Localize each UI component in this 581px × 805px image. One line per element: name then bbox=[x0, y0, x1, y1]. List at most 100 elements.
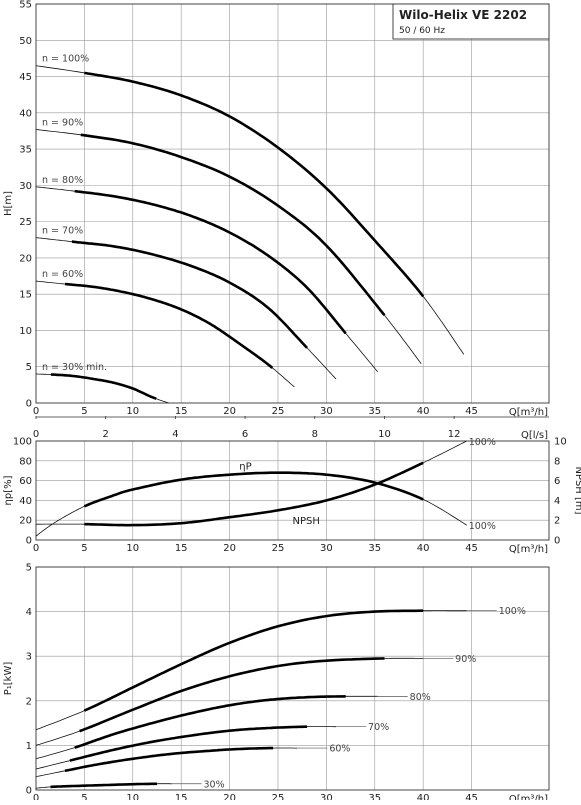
x-tick-label-2-4: 20 bbox=[223, 793, 236, 800]
x2-tick-label-3: 6 bbox=[242, 429, 248, 440]
x-tick-label-2-5: 25 bbox=[272, 793, 285, 800]
series-line-0-5-thin bbox=[36, 373, 169, 404]
series-line-0-4-duty bbox=[64, 282, 274, 369]
y-tick-label-0-8: 40 bbox=[19, 108, 32, 119]
series-line-2-1-duty bbox=[79, 657, 385, 733]
x-axis-label-2: Q[m³/h] bbox=[509, 794, 548, 800]
y-tick-label-0-11: 55 bbox=[19, 0, 32, 11]
y-tick-label-1-3: 60 bbox=[19, 476, 32, 487]
x-tick-label-2-2: 10 bbox=[126, 793, 139, 800]
head-chart: 0 5 10 15 20 25 30 35 40 450510152025303540455055… bbox=[3, 0, 550, 441]
series-label-1-0: ηP bbox=[239, 462, 251, 473]
series-label-0-5: n = 30% min. bbox=[42, 362, 107, 373]
series-line-2-4-duty bbox=[64, 746, 274, 773]
x-axis-label-0: Q[m³/h] bbox=[509, 407, 548, 418]
series-label-2-2: 80% bbox=[410, 692, 431, 703]
y2-axis-label-1: NPSH [m] bbox=[573, 466, 581, 514]
x-tick-label-0-9: 45 bbox=[465, 406, 478, 417]
y2-tick-label-1-5: 10 bbox=[554, 437, 567, 448]
series-label-0-0: n = 100% bbox=[42, 54, 89, 65]
y-axis-label-0: H[m] bbox=[3, 191, 14, 216]
x-tick-label-2-7: 35 bbox=[368, 793, 381, 800]
y2-tick-label-1-3: 6 bbox=[554, 476, 560, 487]
x2-tick-label-0: 0 bbox=[33, 429, 39, 440]
y-axis-label-1: ηp[%] bbox=[3, 475, 14, 505]
y-axis-label-2: P₁[kW] bbox=[3, 662, 14, 696]
series-line-0-5-duty bbox=[50, 373, 157, 400]
x-tick-label-0-4: 20 bbox=[223, 406, 236, 417]
series-line-1-0-duty bbox=[83, 471, 424, 508]
y-tick-label-0-5: 25 bbox=[19, 217, 32, 228]
series-line-0-1-thin bbox=[35, 129, 422, 365]
x-tick-label-1-7: 35 bbox=[368, 543, 381, 554]
x-tick-label-2-3: 15 bbox=[175, 793, 188, 800]
x2-axis-label: Q[l/s] bbox=[521, 430, 548, 441]
x-tick-label-0-8: 40 bbox=[417, 406, 430, 417]
y2-tick-label-1-2: 4 bbox=[554, 496, 560, 507]
y-tick-label-1-0: 0 bbox=[26, 536, 32, 547]
x-tick-label-0-3: 15 bbox=[175, 406, 188, 417]
y-tick-label-0-0: 0 bbox=[26, 399, 32, 410]
y-tick-label-0-2: 10 bbox=[19, 326, 32, 337]
plot-frame-0 bbox=[35, 3, 550, 404]
y-tick-label-0-4: 20 bbox=[19, 253, 32, 264]
x-tick-label-0-1: 5 bbox=[81, 406, 87, 417]
x-tick-label-0-7: 35 bbox=[368, 406, 381, 417]
series-line-2-5-duty bbox=[50, 782, 157, 789]
series-label-0-1: n = 90% bbox=[42, 118, 83, 129]
series-label-2-4: 60% bbox=[329, 744, 350, 755]
y2-tick-label-1-0: 0 bbox=[554, 536, 560, 547]
x2-tick-label-1: 2 bbox=[103, 429, 109, 440]
x-tick-label-1-9: 45 bbox=[465, 543, 478, 554]
y-tick-label-2-4: 4 bbox=[26, 607, 32, 618]
x-tick-label-2-9: 45 bbox=[465, 793, 478, 800]
y-tick-label-1-2: 40 bbox=[19, 496, 32, 507]
series-line-1-0-thin bbox=[35, 472, 467, 537]
y-tick-label-2-2: 2 bbox=[26, 696, 32, 707]
x-tick-label-0-2: 10 bbox=[126, 406, 139, 417]
chart-subtitle: 50 / 60 Hz bbox=[399, 26, 445, 36]
annotation-1: 100% bbox=[469, 521, 496, 532]
series-line-0-0-duty bbox=[84, 71, 425, 298]
series-label-2-1: 90% bbox=[455, 654, 476, 665]
plot-frame-2 bbox=[35, 566, 550, 791]
y-tick-label-0-9: 45 bbox=[19, 72, 32, 83]
x2-tick-label-2: 4 bbox=[172, 429, 178, 440]
x-tick-label-2-6: 30 bbox=[320, 793, 333, 800]
x-tick-label-1-1: 5 bbox=[81, 543, 87, 554]
series-line-2-3-duty bbox=[69, 725, 307, 762]
x-tick-label-1-5: 25 bbox=[272, 543, 285, 554]
plot-frame-1 bbox=[35, 440, 550, 541]
series-label-2-5: 30% bbox=[204, 779, 225, 790]
y-tick-label-2-3: 3 bbox=[26, 652, 32, 663]
series-line-1-1-thin bbox=[36, 440, 467, 526]
x-tick-label-1-4: 20 bbox=[223, 543, 236, 554]
x-axis-label-1: Q[m³/h] bbox=[509, 544, 548, 555]
series-line-1-1-duty bbox=[84, 461, 424, 527]
x-tick-label-1-0: 0 bbox=[33, 543, 39, 554]
x-tick-label-2-0: 0 bbox=[33, 793, 39, 800]
power-chart: 0 5 10 15 20 25 30 35 40 45012345Q[m³/h]P₁[kW]100… bbox=[3, 563, 550, 805]
x-tick-label-2-1: 5 bbox=[81, 793, 87, 800]
y-tick-label-0-3: 15 bbox=[19, 290, 32, 301]
series-label-0-2: n = 80% bbox=[42, 175, 83, 186]
y-tick-label-2-1: 1 bbox=[26, 741, 32, 752]
y-tick-label-2-0: 0 bbox=[26, 786, 32, 797]
y-tick-label-1-4: 80 bbox=[19, 456, 32, 467]
annotation-0: 100% bbox=[469, 437, 496, 448]
y-tick-label-0-10: 50 bbox=[19, 36, 32, 47]
y-tick-label-1-5: 100 bbox=[13, 437, 32, 448]
x-tick-label-2-8: 40 bbox=[417, 793, 430, 800]
x2-tick-label-4: 8 bbox=[312, 429, 318, 440]
x-tick-label-1-3: 15 bbox=[175, 543, 188, 554]
y-tick-label-2-5: 5 bbox=[26, 563, 32, 574]
series-line-0-1-duty bbox=[80, 133, 386, 317]
x-tick-label-1-2: 10 bbox=[126, 543, 139, 554]
y2-tick-label-1-1: 2 bbox=[554, 516, 560, 527]
efficiency-npsh-chart: 0 5 10 15 20 25 30 35 40 45 0 20 40 60 80 100 0 2 4 6 8 10 Q[m… bbox=[3, 437, 581, 556]
x-tick-label-0-5: 25 bbox=[272, 406, 285, 417]
series-label-1-1: NPSH bbox=[293, 516, 320, 527]
x-tick-label-1-8: 40 bbox=[417, 543, 430, 554]
y2-tick-label-1-4: 8 bbox=[554, 456, 560, 467]
